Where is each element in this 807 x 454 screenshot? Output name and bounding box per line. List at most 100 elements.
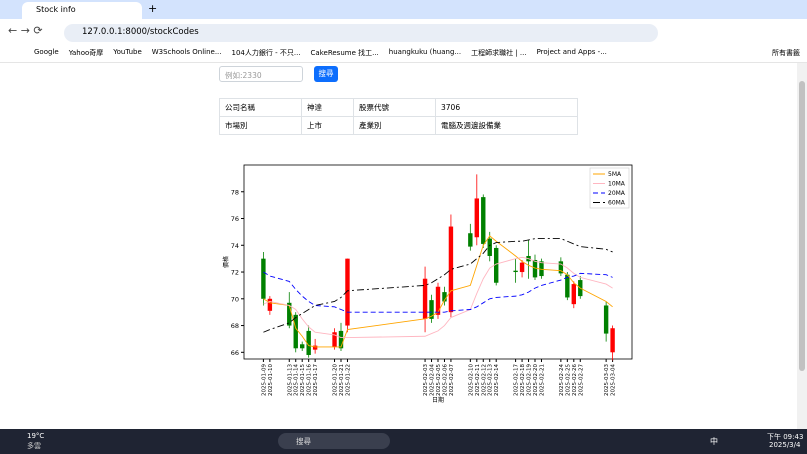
y-tick-label: 78: [231, 188, 239, 196]
legend-label: 20MA: [608, 190, 626, 197]
x-tick-label: 2025-01-09: [261, 364, 267, 396]
bookmark[interactable]: Yahoo奇摩: [68, 49, 104, 57]
table-row: 市場別 上市 產業別 電腦及週邊設備業: [219, 116, 578, 135]
bookmark[interactable]: Google: [34, 48, 59, 56]
candle-body: [468, 233, 473, 247]
x-tick-label: 2025-02-10: [468, 364, 474, 396]
legend-label: 5MA: [608, 171, 622, 178]
x-tick-label: 2025-02-26: [572, 364, 578, 396]
candle-body: [338, 330, 344, 349]
search-input[interactable]: 例如:2330: [219, 66, 303, 82]
search-button[interactable]: 搜尋: [314, 66, 338, 82]
x-tick-label: 2025-01-21: [339, 364, 345, 396]
bookmark[interactable]: huangkuku (huang...: [388, 48, 462, 56]
ime[interactable]: 中: [710, 437, 718, 446]
y-tick-label: 72: [231, 269, 239, 277]
x-tick-label: 2025-02-20: [533, 364, 539, 396]
bookmark[interactable]: 工程師求職社 | ...: [471, 49, 527, 57]
candle-body: [293, 314, 298, 349]
clock-time[interactable]: 下午 09:43: [767, 433, 804, 441]
y-tick-label: 68: [231, 322, 239, 330]
x-tick-label: 2025-02-12: [481, 364, 487, 396]
y-tick-label: 66: [231, 349, 239, 357]
candle-body: [332, 332, 337, 347]
candle-body: [429, 300, 434, 319]
all-bookmarks[interactable]: 所有書籤: [772, 49, 800, 57]
candle-body: [513, 270, 518, 273]
candle-body: [610, 328, 615, 353]
chart: 66 68 70 72 74 76 78 2025-01-09 2025-01-10 2025-0…: [222, 164, 633, 404]
candle-body: [539, 261, 544, 277]
taskbar-search[interactable]: 搜尋: [278, 433, 390, 449]
weather-temp[interactable]: 19°C: [27, 432, 45, 440]
x-tick-label: 2025-01-13: [287, 364, 293, 396]
ma-line: [263, 238, 613, 333]
x-tick-label: 2025-02-17: [514, 364, 520, 396]
candle-body: [312, 345, 318, 350]
bookmark[interactable]: 104人力銀行 - 不只...: [231, 49, 301, 57]
candle-body: [532, 259, 538, 278]
tab-bar: [0, 0, 807, 19]
x-tick-label: 2025-03-03: [604, 364, 610, 396]
address-bar[interactable]: 127.0.0.1:8000/stockCodes: [64, 24, 658, 42]
x-tick-label: 2025-02-24: [559, 364, 565, 396]
x-tick-label: 2025-01-17: [313, 364, 319, 396]
x-tick-label: 2025-02-21: [539, 364, 545, 396]
candle-body: [481, 197, 486, 244]
candle-body: [261, 258, 266, 299]
candle-body: [571, 284, 576, 305]
new-tab[interactable]: +: [148, 2, 158, 15]
x-tick-label: 2025-02-25: [565, 364, 571, 396]
bookmark[interactable]: Project and Apps -...: [536, 48, 607, 56]
y-tick-label: 74: [231, 242, 239, 250]
candle-body: [494, 247, 499, 283]
candle-body: [442, 292, 447, 302]
taskbar: [0, 429, 807, 454]
table-cell: 電腦及週邊設備業: [435, 116, 578, 135]
candle-body: [558, 261, 564, 274]
x-tick-label: 2025-01-14: [294, 364, 300, 396]
x-axis-label: 日期: [432, 396, 444, 404]
x-tick-label: 2025-02-18: [520, 364, 526, 396]
y-axis-label: 價格: [222, 256, 230, 268]
x-tick-label: 2025-01-22: [345, 364, 351, 396]
legend-label: 60MA: [608, 200, 626, 207]
x-tick-label: 2025-02-14: [494, 364, 500, 396]
clock-date[interactable]: 2025/3/4: [769, 441, 801, 449]
x-tick-label: 2025-02-06: [442, 364, 448, 396]
candle-body: [448, 226, 454, 313]
bookmarks-bar: [0, 45, 807, 63]
x-tick-label: 2025-02-19: [527, 364, 533, 396]
x-tick-label: 2025-02-07: [449, 364, 455, 396]
candle-body: [519, 262, 525, 273]
plot-frame: [243, 164, 633, 360]
x-tick-label: 2025-03-04: [611, 364, 617, 396]
candle-body: [603, 305, 609, 334]
candle-body: [435, 286, 441, 315]
x-tick-label: 2025-02-04: [430, 364, 436, 396]
x-tick-label: 2025-01-10: [268, 364, 274, 396]
weather-text[interactable]: 多雲: [27, 442, 41, 450]
scrollbar[interactable]: [797, 63, 807, 429]
tab[interactable]: Stock info: [22, 2, 142, 19]
table-cell: 市場別: [219, 116, 302, 135]
info-table: 公司名稱 神達 股票代號 3706 市場別 上市 產業別 電腦及週邊設備業: [219, 98, 578, 135]
x-tick-label: 2025-01-15: [300, 364, 306, 396]
candle-body: [345, 258, 350, 326]
nav-buttons[interactable]: ← → ⟳: [8, 24, 43, 37]
x-tick-label: 2025-01-20: [333, 364, 339, 396]
y-tick-label: 70: [231, 295, 239, 303]
y-tick-label: 76: [231, 215, 239, 223]
candle-body: [474, 198, 479, 238]
bookmarks: Google Yahoo奇摩 YouTube W3Schools Online... 1…: [34, 48, 607, 58]
bookmark[interactable]: W3Schools Online...: [151, 48, 222, 56]
bookmark[interactable]: CakeResume 找工...: [310, 49, 379, 57]
candle-body: [306, 330, 311, 355]
candle-body: [565, 274, 570, 298]
candle-body: [300, 344, 305, 349]
x-tick-label: 2025-02-05: [436, 364, 442, 396]
bookmark[interactable]: YouTube: [113, 48, 142, 56]
x-tick-label: 2025-02-03: [423, 364, 429, 396]
